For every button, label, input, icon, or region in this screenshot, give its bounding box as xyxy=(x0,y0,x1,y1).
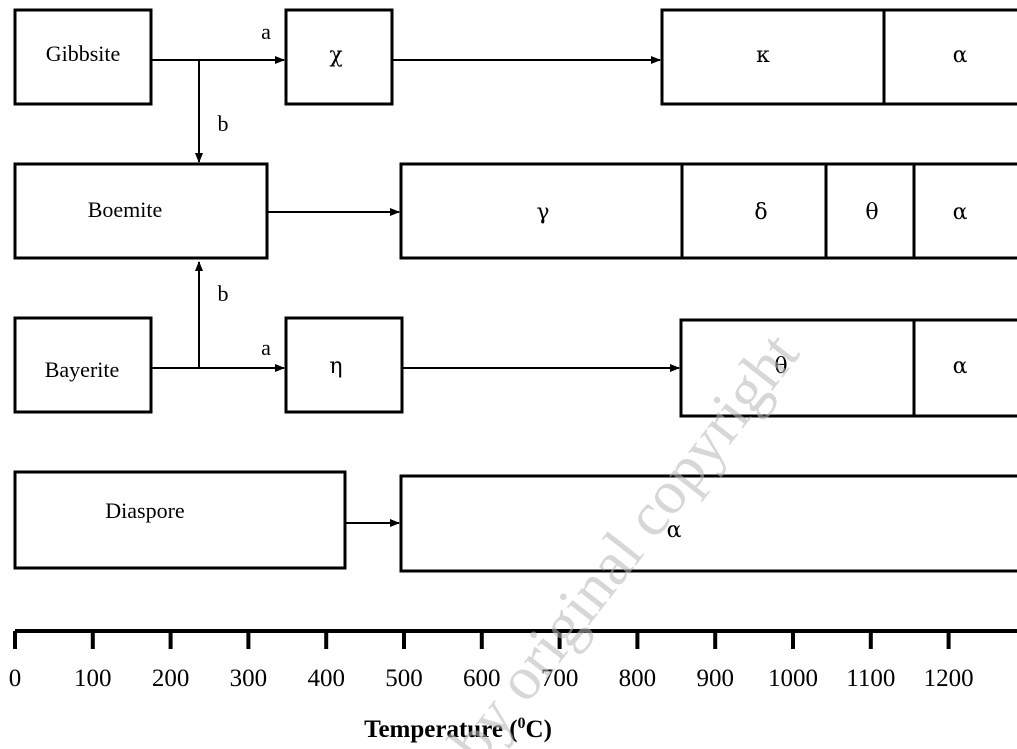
eta-phase-label: η xyxy=(329,354,342,379)
bayerite-theta-phase-box xyxy=(679,318,916,418)
axis-tick-label: 900 xyxy=(696,665,734,692)
gibbsite-route-b-label: b xyxy=(218,111,229,136)
axis-tick-label: 200 xyxy=(152,665,190,692)
bayerite-theta-phase-label: θ xyxy=(774,354,787,379)
bayerite-alpha-phase-label: α xyxy=(953,354,968,379)
axis-tick-label: 1100 xyxy=(846,665,895,692)
axis-tick-label: 1200 xyxy=(924,665,974,692)
diaspore-box xyxy=(13,470,347,570)
eta-phase-box xyxy=(284,316,404,414)
gamma-phase-box xyxy=(399,162,684,260)
boemite-theta-phase-label: θ xyxy=(865,200,878,225)
axis-tick-label: 600 xyxy=(463,665,501,692)
bayerite-alpha-phase-box xyxy=(912,318,1017,418)
diaspore-alpha-phase-box xyxy=(399,474,1017,573)
bayerite-row: Bayerite a η θ α xyxy=(13,316,1017,418)
diaspore-label: Diaspore xyxy=(105,498,184,523)
boemite-row: Boemite γ δ θ α xyxy=(13,162,1017,260)
axis-tick-label: 400 xyxy=(307,665,345,692)
kappa-phase-box xyxy=(660,8,886,106)
axis-tick-label: 700 xyxy=(541,665,579,692)
axis-title: Temperature (0C) xyxy=(364,715,552,743)
delta-phase-label: δ xyxy=(754,200,767,225)
axis-tick-label: 300 xyxy=(230,665,268,692)
axis-tick-label: 500 xyxy=(385,665,423,692)
boemite-alpha-phase-box xyxy=(912,162,1017,260)
bayerite-box xyxy=(13,316,153,414)
boemite-label: Boemite xyxy=(88,197,163,222)
gibbsite-alpha-phase-label: α xyxy=(953,43,968,68)
gibbsite-route-a-label: a xyxy=(261,19,271,44)
temperature-axis: 0 100 200 300 400 500 600 700 800 900 1000 1100 1200… xyxy=(9,629,1017,743)
gibbsite-alpha-phase-box xyxy=(882,8,1017,106)
boemite-alpha-phase-label: α xyxy=(953,200,968,225)
axis-ticks: 0 100 200 300 400 500 600 700 800 900 1000 1100 1200 xyxy=(9,631,974,692)
kappa-phase-label: κ xyxy=(756,43,770,68)
axis-tick-label: 0 xyxy=(9,665,22,692)
gibbsite-label: Gibbsite xyxy=(46,41,121,66)
axis-tick-label: 800 xyxy=(619,665,657,692)
boemite-theta-phase-box xyxy=(824,162,916,260)
gibbsite-row: Gibbsite a χ κ α xyxy=(13,8,1017,106)
boemite-box xyxy=(13,162,269,260)
axis-tick-label: 100 xyxy=(74,665,112,692)
chi-phase-box xyxy=(284,8,394,106)
bayerite-label: Bayerite xyxy=(45,357,120,382)
bayerite-route-b-label: b xyxy=(218,281,229,306)
bayerite-route-a-label: a xyxy=(261,335,271,360)
diaspore-row: Diaspore α xyxy=(13,470,1017,573)
gibbsite-box xyxy=(13,8,153,106)
gamma-phase-label: γ xyxy=(536,200,549,225)
chi-phase-label: χ xyxy=(329,43,342,68)
axis-tick-label: 1000 xyxy=(768,665,818,692)
diaspore-alpha-phase-label: α xyxy=(667,518,682,543)
